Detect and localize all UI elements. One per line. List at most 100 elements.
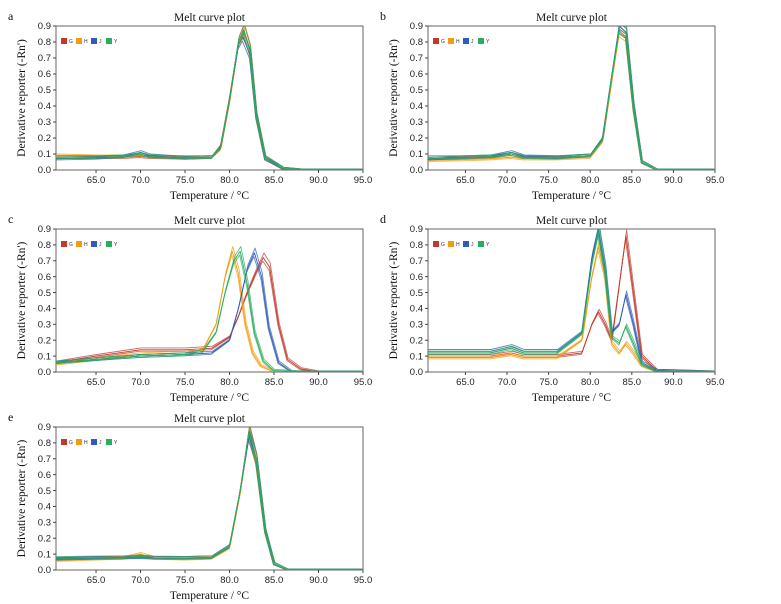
legend-swatch	[76, 38, 82, 44]
y-tick-label: 0.4	[410, 304, 423, 315]
legend-swatch	[61, 241, 67, 247]
x-tick-label: 95.0	[354, 575, 373, 586]
x-tick-label: 85.0	[265, 377, 284, 388]
y-tick-label: 0.6	[410, 69, 423, 80]
x-tick-label: 85.0	[265, 175, 284, 186]
series-line-y	[428, 231, 715, 372]
legend-label: J	[99, 39, 102, 45]
x-axis-title: Temperature / °C	[532, 190, 611, 202]
y-tick-label: 0.3	[38, 117, 51, 128]
x-tick-label: 65.0	[87, 377, 106, 388]
curves	[56, 427, 363, 570]
y-tick-label: 0.9	[38, 422, 51, 433]
series-line-y	[428, 236, 715, 372]
legend-swatch	[91, 439, 97, 445]
y-tick-label: 0.4	[410, 101, 423, 112]
y-tick-label: 0.7	[410, 256, 423, 267]
series-line-y	[56, 435, 363, 570]
legend-swatch	[106, 38, 112, 44]
y-tick-label: 0.1	[38, 549, 51, 560]
legend-swatch	[91, 241, 97, 247]
y-tick-label: 0.5	[38, 85, 51, 96]
plot-frame	[427, 25, 716, 171]
y-tick-label: 0.0	[38, 367, 51, 378]
legend-swatch	[106, 241, 112, 247]
legend-swatch	[448, 241, 454, 247]
legend-swatch	[433, 38, 439, 44]
curves	[56, 26, 363, 170]
x-tick-label: 85.0	[623, 175, 642, 186]
legend-swatch	[463, 241, 469, 247]
plot-frame	[55, 25, 364, 171]
y-tick-label: 0.0	[410, 367, 423, 378]
x-tick-label: 80.0	[220, 175, 239, 186]
y-tick-label: 0.3	[38, 320, 51, 331]
series-line-y	[428, 33, 715, 170]
y-tick-label: 0.8	[410, 240, 423, 251]
curves	[428, 229, 715, 372]
y-tick-label: 0.5	[38, 288, 51, 299]
y-tick-label: 0.2	[410, 133, 423, 144]
series-line-y	[56, 246, 363, 372]
legend-swatch	[448, 38, 454, 44]
legend-label: J	[471, 242, 474, 248]
y-tick-label: 0.2	[38, 533, 51, 544]
x-tick-label: 70.0	[131, 175, 150, 186]
legend-swatch	[91, 38, 97, 44]
legend-label: Y	[114, 242, 118, 248]
x-axis-title: Temperature / °C	[170, 190, 249, 202]
y-tick-label: 0.6	[38, 272, 51, 283]
panel-b: b Melt curve plot 0.0 0.1 0.2 0.3 0.4 0.5 0.6 0.7…	[380, 9, 724, 202]
chart-title: Melt curve plot	[174, 413, 246, 425]
series-line-g	[56, 252, 363, 372]
panel-e: e Melt curve plot 0.0 0.1 0.2 0.3 0.4 0.5 0.6 0.7…	[8, 410, 372, 602]
y-tick-label: 0.8	[38, 438, 51, 449]
y-tick-label: 0.4	[38, 502, 51, 513]
x-tick-label: 75.0	[539, 377, 558, 388]
y-tick-label: 0.4	[38, 101, 51, 112]
panel-a: a Melt curve plot 0.0 0.1 0.2 0.3 0.4 0.5 0.6 0.7…	[8, 9, 372, 202]
x-axis-title: Temperature / °C	[170, 590, 249, 602]
legend-label: G	[441, 242, 445, 248]
y-tick-label: 0.7	[410, 53, 423, 64]
x-tick-label: 95.0	[354, 175, 373, 186]
y-tick-label: 0.1	[410, 351, 423, 362]
x-tick-label: 75.0	[539, 175, 558, 186]
y-tick-label: 0.7	[38, 454, 51, 465]
legend-label: Y	[114, 440, 118, 446]
legend-label: Y	[486, 39, 490, 45]
y-tick-label: 0.3	[410, 320, 423, 331]
y-tick-label: 0.8	[38, 37, 51, 48]
x-tick-label: 90.0	[309, 175, 328, 186]
x-axis-title: Temperature / °C	[532, 392, 611, 404]
plot-frame	[55, 228, 364, 373]
x-tick-label: 95.0	[354, 377, 373, 388]
series-line-g	[56, 257, 363, 372]
y-tick-label: 0.2	[410, 335, 423, 346]
series-line-y	[56, 427, 363, 570]
legend-swatch	[106, 439, 112, 445]
y-axis-title: Derivative reporter (-Rn')	[16, 440, 28, 558]
x-tick-label: 80.0	[581, 175, 600, 186]
x-tick-label: 95.0	[706, 175, 725, 186]
y-tick-label: 0.9	[38, 21, 51, 32]
legend-swatch	[478, 38, 484, 44]
series-line-y	[428, 229, 715, 372]
y-tick-label: 0.1	[38, 351, 51, 362]
legend-label: G	[69, 440, 73, 446]
y-tick-label: 0.5	[410, 288, 423, 299]
series-line-g	[56, 260, 363, 372]
y-tick-label: 0.0	[38, 565, 51, 576]
y-tick-label: 0.3	[410, 117, 423, 128]
panel-letter: c	[8, 212, 13, 226]
series-line-y	[56, 250, 363, 372]
legend-swatch	[478, 241, 484, 247]
chart-title: Melt curve plot	[174, 12, 246, 24]
x-tick-label: 90.0	[664, 377, 683, 388]
legend-label: J	[99, 242, 102, 248]
x-tick-label: 70.0	[498, 377, 517, 388]
legend-label: H	[84, 242, 88, 248]
